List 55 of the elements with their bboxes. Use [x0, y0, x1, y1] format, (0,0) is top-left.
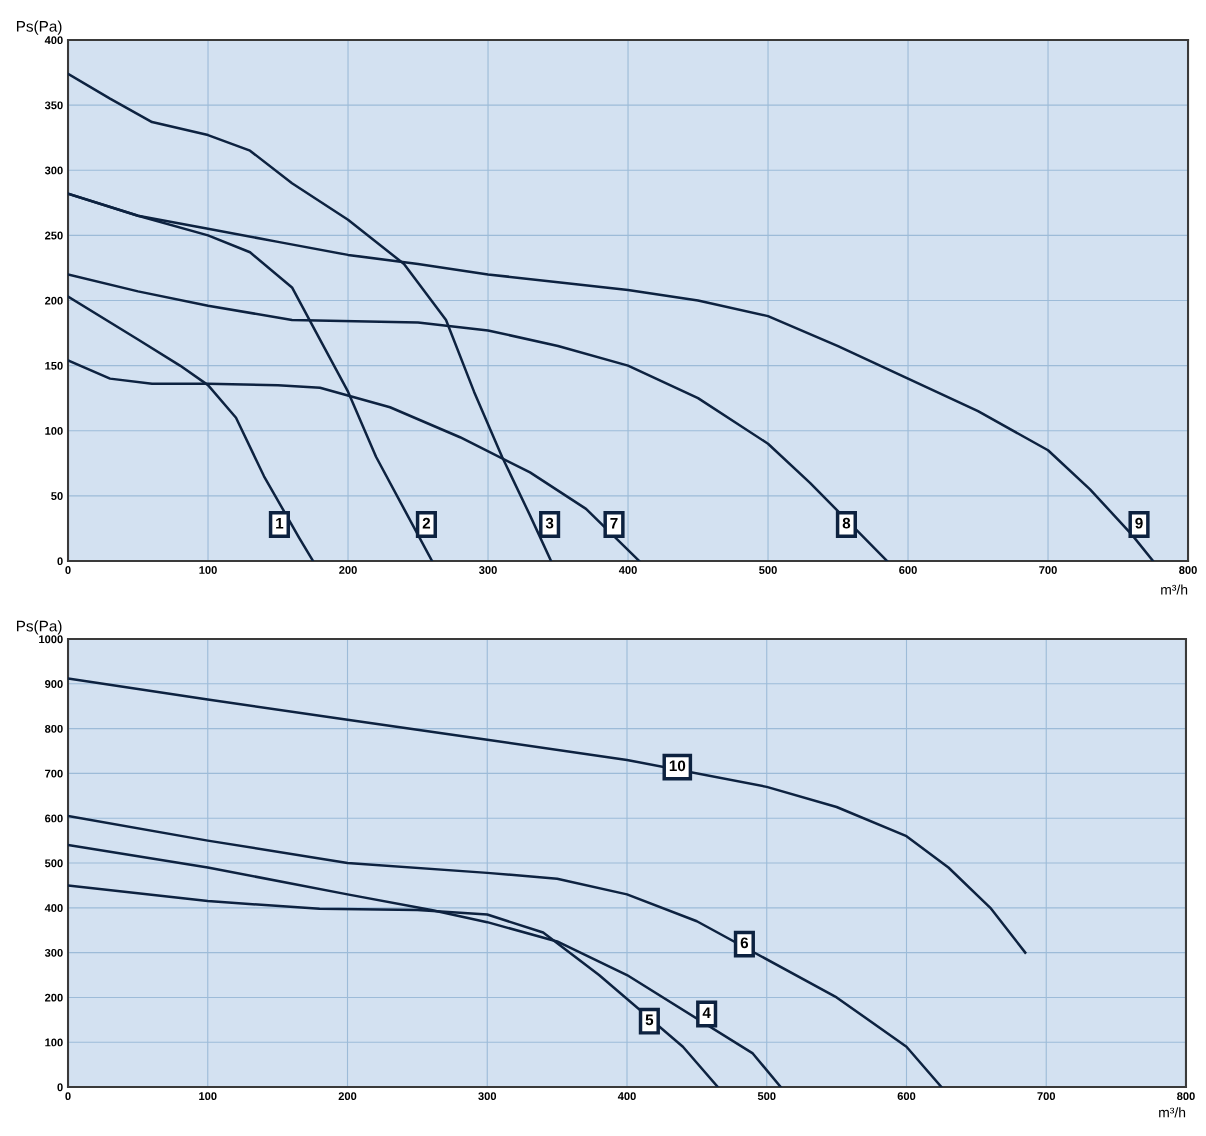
y-tick-label: 400 — [44, 36, 63, 45]
x-tick-label: 400 — [617, 1092, 636, 1101]
y-tick-label: 250 — [45, 231, 63, 240]
x-axis-title: m³/h — [1159, 1107, 1186, 1118]
y-tick-label: 600 — [45, 814, 63, 823]
y-tick-label: 900 — [45, 680, 63, 688]
line-series — [68, 677, 1027, 954]
x-tick-label: 500 — [757, 1092, 776, 1101]
x-tick-label: 0 — [65, 1092, 71, 1101]
x-tick-label: 800 — [1179, 566, 1197, 574]
y-tick-label: 300 — [44, 166, 63, 175]
y-tick-label: 0 — [57, 1083, 63, 1092]
y-tick-label: 200 — [45, 296, 63, 305]
y-tick-label: 800 — [44, 724, 63, 733]
y-tick-label: 1000 — [39, 635, 63, 644]
y-tick-label: 50 — [51, 492, 63, 500]
x-tick-label: 600 — [897, 1092, 916, 1101]
y-tick-label: 150 — [45, 361, 63, 370]
y-tick-label: 200 — [45, 993, 63, 1002]
annotation: 3 — [545, 517, 554, 529]
x-tick-label: 300 — [478, 1092, 497, 1101]
y-tick-label: 300 — [44, 948, 63, 957]
x-tick-label: 100 — [199, 566, 217, 574]
annotation: 9 — [1135, 517, 1143, 529]
annotation: 6 — [740, 937, 749, 949]
x-tick-label: 400 — [618, 566, 637, 574]
x-tick-label: 200 — [338, 1092, 357, 1101]
y-tick-label: 100 — [45, 1038, 63, 1047]
annotation: 4 — [702, 1007, 711, 1018]
annotation: 2 — [422, 517, 431, 529]
x-tick-label: 700 — [1039, 566, 1057, 574]
x-tick-label: 500 — [759, 566, 777, 574]
y-tick-label: 0 — [57, 557, 63, 566]
x-tick-label: 100 — [199, 1092, 217, 1101]
annotation: 5 — [645, 1014, 654, 1026]
y-tick-label: 100 — [45, 426, 63, 435]
y-tick-label: 700 — [45, 769, 63, 778]
annotation: 1 — [276, 517, 284, 529]
y-axis-title: Ps(Pa) — [16, 620, 62, 635]
y-tick-label: 400 — [44, 904, 63, 912]
x-axis-title: m³/h — [1161, 584, 1188, 595]
y-tick-label: 500 — [44, 859, 63, 868]
annotation: 7 — [610, 517, 618, 529]
annotation: 10 — [669, 760, 686, 772]
line-series — [68, 814, 943, 1088]
y-axis-title: Ps(Pa) — [16, 20, 62, 35]
x-tick-label: 200 — [339, 566, 357, 574]
x-tick-label: 300 — [479, 566, 497, 574]
line-series — [68, 843, 782, 1088]
x-tick-label: 700 — [1037, 1092, 1056, 1101]
x-tick-label: 0 — [65, 566, 71, 574]
annotation: 8 — [842, 517, 851, 529]
x-tick-label: 800 — [1177, 1092, 1195, 1101]
x-tick-label: 600 — [899, 566, 917, 574]
y-tick-label: 350 — [44, 101, 63, 110]
